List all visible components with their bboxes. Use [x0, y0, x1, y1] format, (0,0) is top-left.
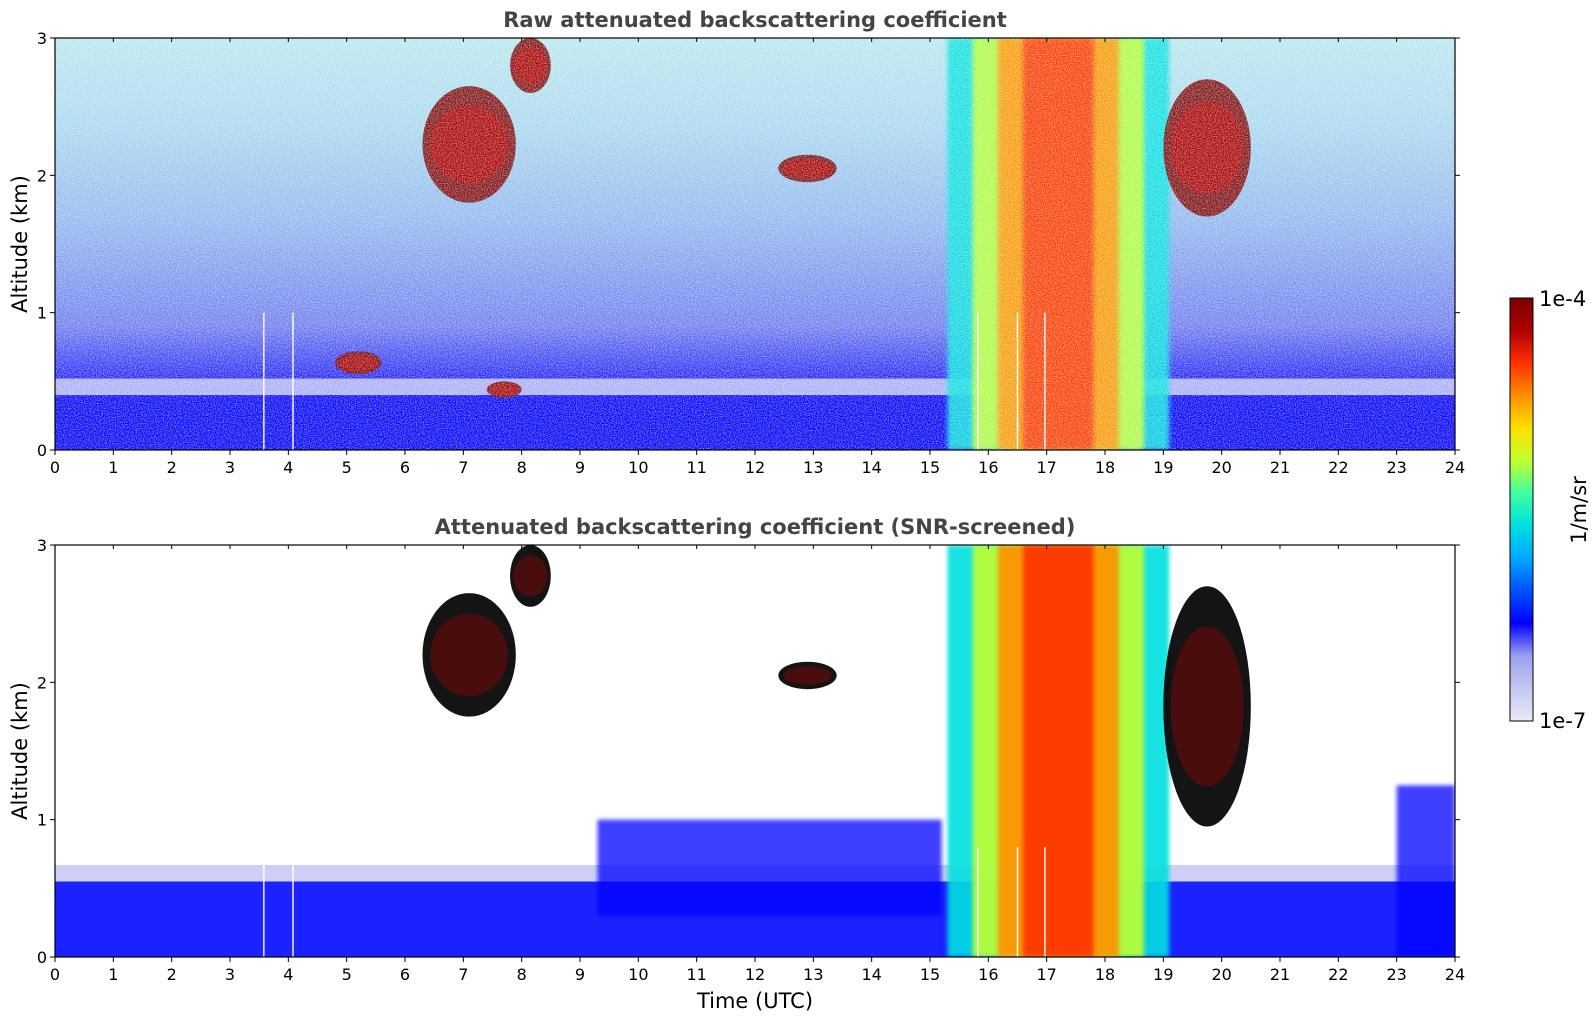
cloud-mark [1163, 586, 1251, 827]
x-axis-ticks: 0 1 2 3 4 5 6 7 8 9 10 11 12 13 14 15 16 17 18 19 20 21 22 23 24 [50, 545, 1465, 984]
colorbar-min-label: 1e-7 [1539, 709, 1586, 733]
plot-area [55, 545, 1455, 957]
x-tick-label: 1 [108, 458, 118, 477]
x-tick-label: 15 [920, 458, 940, 477]
y-axis-label: Altitude (km) [8, 175, 32, 313]
cloud-mark [422, 593, 516, 717]
x-tick-label: 8 [517, 458, 527, 477]
y-tick-label: 1 [37, 811, 47, 830]
x-axis-ticks: 0 1 2 3 4 5 6 7 8 9 10 11 12 13 14 15 16 17 18 19 20 21 22 23 24 [50, 38, 1465, 477]
x-tick-label: 16 [978, 965, 998, 984]
x-tick-label: 20 [1211, 458, 1231, 477]
x-tick-label: 4 [283, 458, 293, 477]
x-tick-label: 5 [342, 458, 352, 477]
x-tick-label: 20 [1211, 965, 1231, 984]
y-axis-ticks: 0 1 2 3 [37, 536, 1460, 967]
x-tick-label: 17 [1036, 458, 1056, 477]
x-tick-label: 17 [1036, 965, 1056, 984]
plot-area [55, 38, 1455, 450]
x-tick-label: 12 [745, 965, 765, 984]
x-tick-label: 15 [920, 965, 940, 984]
cloud-mark [510, 545, 551, 607]
y-tick-label: 2 [37, 673, 47, 692]
y-tick-label: 1 [37, 304, 47, 323]
panel-title: Raw attenuated backscattering coefficien… [503, 8, 1007, 32]
x-tick-label: 21 [1270, 458, 1290, 477]
x-tick-label: 6 [400, 965, 410, 984]
x-tick-label: 9 [575, 458, 585, 477]
x-tick-label: 3 [225, 965, 235, 984]
cloud-core-mark [1170, 626, 1244, 787]
raw-backscatter-panel: Raw attenuated backscattering coefficien… [8, 8, 1465, 477]
x-tick-label: 13 [803, 458, 823, 477]
y-tick-label: 3 [37, 29, 47, 48]
x-tick-label: 21 [1270, 965, 1290, 984]
y-tick-label: 3 [37, 536, 47, 555]
missing-profiles [263, 847, 1046, 957]
x-tick-label: 18 [1095, 965, 1115, 984]
x-tick-label: 0 [50, 965, 60, 984]
colorbar-scale [1509, 297, 1534, 722]
aerosol-mark [1396, 785, 1455, 957]
x-axis-label: Time (UTC) [696, 989, 813, 1013]
missing-profiles [263, 312, 1046, 450]
noise-speckle [55, 38, 1455, 450]
panel-title: Attenuated backscattering coefficient (S… [435, 515, 1076, 539]
x-tick-label: 16 [978, 458, 998, 477]
x-tick-label: 4 [283, 965, 293, 984]
y-tick-label: 2 [37, 166, 47, 185]
snr-screened-panel: Attenuated backscattering coefficient (S… [8, 515, 1465, 1013]
x-tick-label: 13 [803, 965, 823, 984]
x-tick-label: 19 [1153, 458, 1173, 477]
y-axis-label: Altitude (km) [8, 682, 32, 820]
colorbar-max-label: 1e-4 [1539, 287, 1586, 311]
x-tick-label: 11 [686, 965, 706, 984]
x-tick-label: 24 [1445, 458, 1465, 477]
colorbar-unit-label: 1/m/sr [1567, 476, 1591, 544]
x-tick-label: 0 [50, 458, 60, 477]
x-tick-label: 7 [458, 965, 468, 984]
cloud-core-mark [783, 666, 832, 685]
x-tick-label: 10 [628, 965, 648, 984]
x-tick-label: 7 [458, 458, 468, 477]
x-tick-label: 1 [108, 965, 118, 984]
x-tick-label: 22 [1328, 458, 1348, 477]
x-tick-label: 2 [167, 965, 177, 984]
y-axis-ticks: 0 1 2 3 [37, 29, 1460, 460]
x-tick-label: 14 [861, 965, 881, 984]
x-tick-label: 8 [517, 965, 527, 984]
y-tick-label: 0 [37, 948, 47, 967]
x-tick-label: 9 [575, 965, 585, 984]
x-tick-label: 18 [1095, 458, 1115, 477]
x-tick-label: 11 [686, 458, 706, 477]
x-tick-label: 24 [1445, 965, 1465, 984]
precipitation-mark [1023, 545, 1094, 957]
x-tick-label: 5 [342, 965, 352, 984]
cloud-mark [778, 661, 837, 690]
cloud-core-mark [513, 555, 548, 597]
x-tick-label: 23 [1386, 965, 1406, 984]
x-tick-label: 10 [628, 458, 648, 477]
x-tick-label: 19 [1153, 965, 1173, 984]
x-tick-label: 14 [861, 458, 881, 477]
x-tick-label: 6 [400, 458, 410, 477]
cloud-core-mark [430, 613, 509, 697]
x-tick-label: 23 [1386, 458, 1406, 477]
x-tick-label: 2 [167, 458, 177, 477]
x-tick-label: 12 [745, 458, 765, 477]
y-tick-label: 0 [37, 441, 47, 460]
aerosol-mark [597, 819, 942, 916]
x-tick-label: 3 [225, 458, 235, 477]
heatmap-features [55, 545, 1455, 957]
colorbar: 1e-4 1e-7 1/m/sr [1509, 287, 1591, 733]
x-tick-label: 22 [1328, 965, 1348, 984]
